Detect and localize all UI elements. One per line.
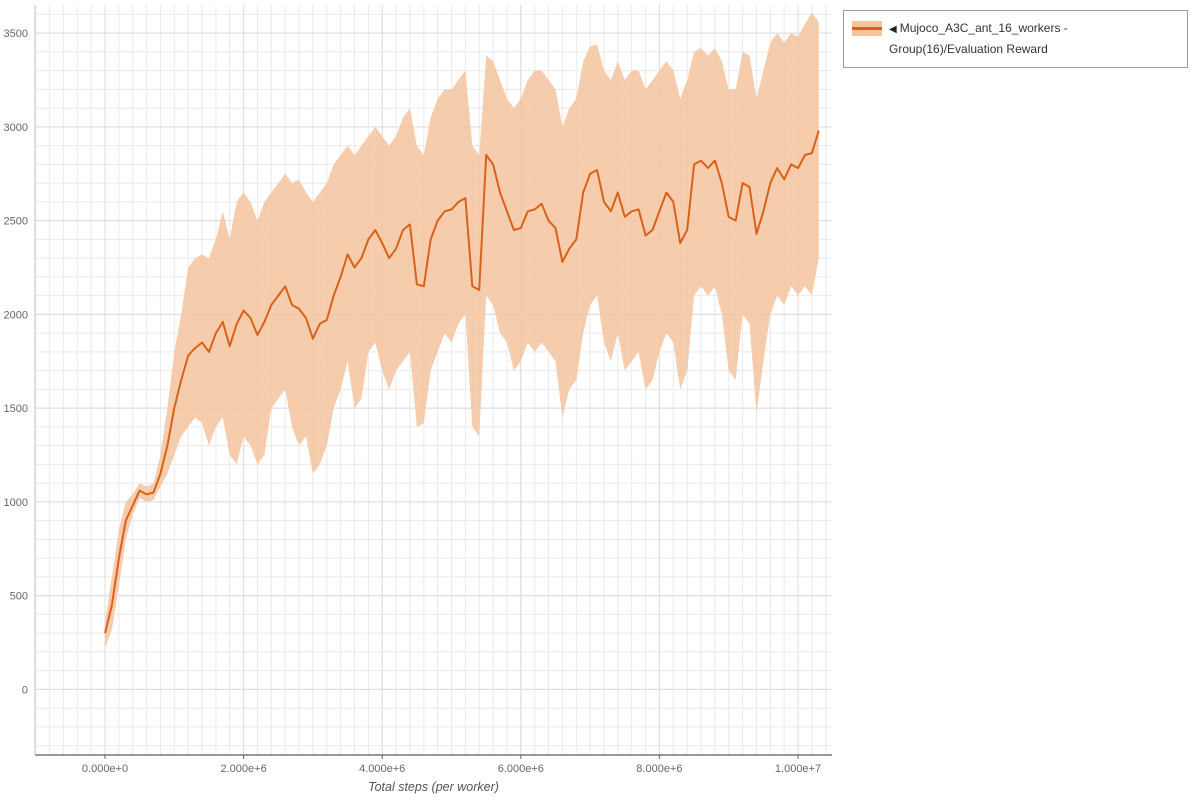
x-tick-label: 1.000e+7 — [775, 763, 821, 775]
y-tick-label: 3000 — [4, 122, 28, 134]
legend-collapse-icon[interactable]: ◀ — [889, 24, 897, 35]
mean-line — [104, 130, 820, 634]
x-tick-label: 6.000e+6 — [498, 763, 544, 775]
y-tick-label: 0 — [22, 684, 28, 696]
y-tick-label: 1000 — [4, 497, 28, 509]
series-group — [104, 12, 820, 649]
tick-labels: 0.000e+0 2.000e+6 4.000e+6 6.000e+6 8.000e+6… — [4, 28, 822, 775]
x-axis-label: Total steps (per worker) — [368, 780, 499, 794]
x-tick-label: 8.000e+6 — [636, 763, 682, 775]
y-tick-label: 3500 — [4, 28, 28, 40]
legend-series-name: Mujoco_A3C_ant_16_workers - Group(16)/Ev… — [889, 21, 1068, 56]
confidence-band — [105, 12, 819, 649]
y-tick-label: 2000 — [4, 309, 28, 321]
legend-swatch — [852, 21, 882, 36]
x-tick-label: 2.000e+6 — [221, 763, 267, 775]
y-tick-label: 500 — [10, 591, 28, 603]
y-tick-label: 2500 — [4, 216, 28, 228]
y-tick-label: 1500 — [4, 403, 28, 415]
x-tick-label: 4.000e+6 — [359, 763, 405, 775]
legend-swatch-line-icon — [852, 27, 882, 30]
legend-label: ◀ Mujoco_A3C_ant_16_workers - Group(16)/E… — [889, 18, 1177, 60]
legend[interactable]: ◀ Mujoco_A3C_ant_16_workers - Group(16)/E… — [843, 10, 1188, 68]
x-tick-label: 0.000e+0 — [82, 763, 128, 775]
